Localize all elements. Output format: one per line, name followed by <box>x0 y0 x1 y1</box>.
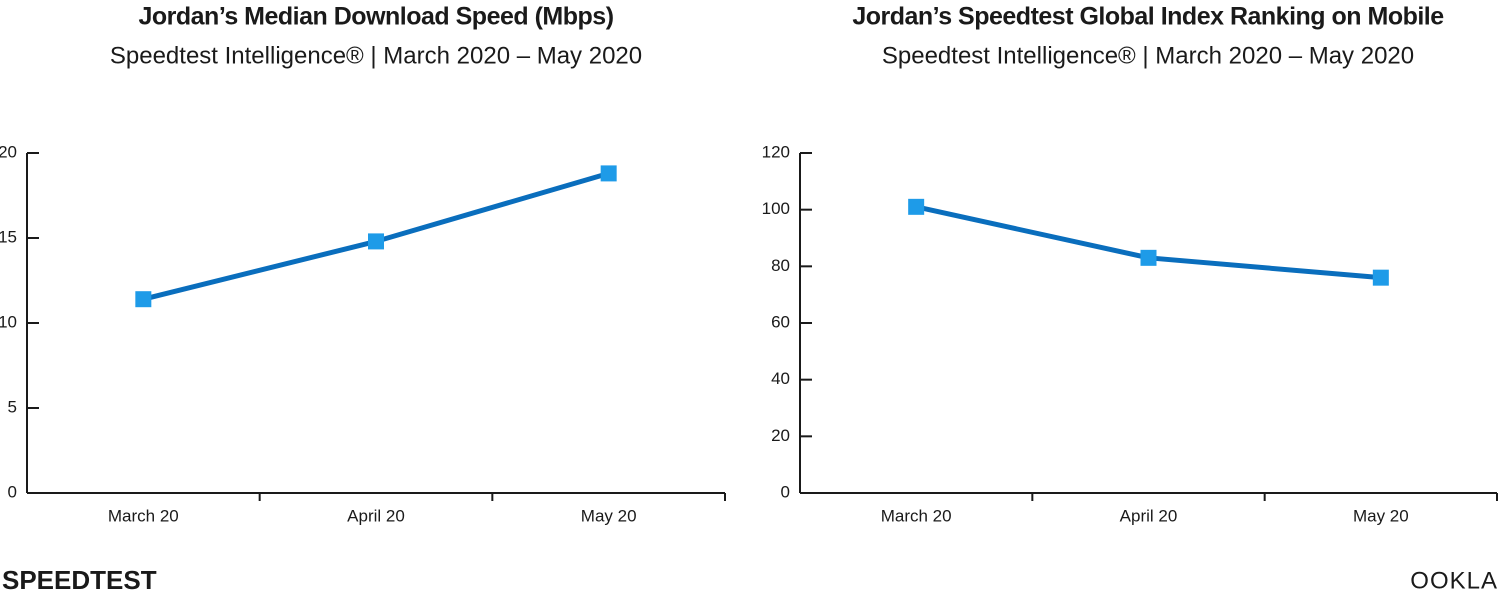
y-tick-label: 20 <box>771 426 790 445</box>
marker <box>1140 249 1157 266</box>
x-tick-label: April 20 <box>1120 506 1178 525</box>
marker <box>1372 269 1389 286</box>
y-tick-label: 40 <box>771 369 790 388</box>
marker <box>135 291 152 308</box>
chart-subtitle: Speedtest Intelligence® | March 2020 – M… <box>110 42 642 69</box>
marker <box>600 165 617 182</box>
y-tick-label: 0 <box>781 482 790 501</box>
x-tick-label: May 20 <box>581 506 637 525</box>
y-tick-label: 120 <box>762 142 790 161</box>
y-tick-label: 0 <box>8 482 17 501</box>
y-tick-label: 10 <box>0 312 17 331</box>
marker <box>368 233 384 250</box>
y-tick-label: 15 <box>0 227 17 246</box>
chart-title: Jordan’s Speedtest Global Index Ranking … <box>852 3 1444 31</box>
y-tick-label: 100 <box>762 199 790 218</box>
x-tick-label: April 20 <box>347 506 405 525</box>
marker <box>908 198 925 215</box>
x-tick-label: May 20 <box>1353 506 1409 525</box>
x-tick-label: March 20 <box>108 506 179 525</box>
speedtest-logo: SPEEDTEST <box>2 565 157 595</box>
y-tick-label: 60 <box>771 312 790 331</box>
chart-title: Jordan’s Median Download Speed (Mbps) <box>138 3 613 31</box>
ookla-logo: OOKLA <box>1410 567 1498 594</box>
series-line <box>915 204 1382 281</box>
chart-subtitle: Speedtest Intelligence® | March 2020 – M… <box>882 42 1414 69</box>
y-tick-label: 80 <box>771 256 790 275</box>
y-tick-label: 20 <box>0 142 17 161</box>
y-tick-label: 5 <box>8 397 17 416</box>
x-tick-label: March 20 <box>881 506 952 525</box>
